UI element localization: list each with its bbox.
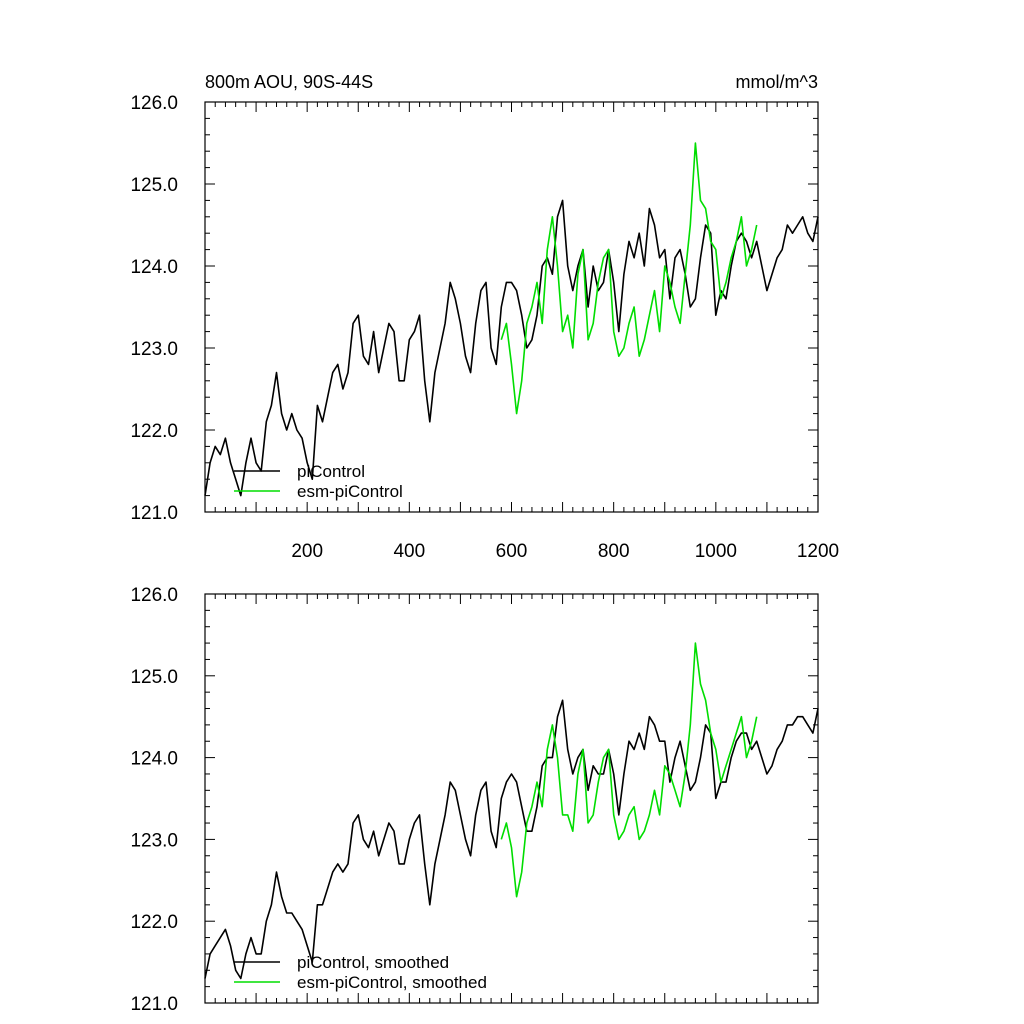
top-panel-y-tick-label: 121.0 bbox=[130, 503, 178, 524]
bottom-panel-series-picontrol-line bbox=[204, 699, 819, 980]
top-panel-units: mmol/m^3 bbox=[736, 72, 818, 92]
top-panel-x-tick-label: 1200 bbox=[797, 541, 839, 562]
bottom-panel-y-tick-label: 125.0 bbox=[130, 667, 178, 688]
top-panel-x-tick-label: 1000 bbox=[695, 541, 737, 562]
top-panel-frame bbox=[204, 101, 819, 513]
bottom-panel-series bbox=[204, 642, 819, 980]
bottom-panel-series-esm-picontrol-line bbox=[500, 642, 758, 898]
top-panel-title: 800m AOU, 90S-44S bbox=[205, 72, 373, 92]
bottom-panel-y-tick-label: 126.0 bbox=[130, 585, 178, 606]
top-panel-y-tick-label: 122.0 bbox=[130, 421, 178, 442]
bottom-panel-frame bbox=[204, 593, 819, 1004]
bottom-panel-y-tick-label: 121.0 bbox=[130, 994, 178, 1015]
bottom-panel-y-tick-label: 123.0 bbox=[130, 830, 178, 851]
top-panel-x-tick-label: 200 bbox=[291, 541, 323, 562]
bottom-panel-legend-label: piControl, smoothed bbox=[297, 953, 449, 972]
top-panel-y-tick-labels: 121.0 122.0 123.0 124.0 125.0 126.0 bbox=[130, 93, 178, 524]
top-panel-legend-label: esm-piControl bbox=[297, 482, 403, 501]
top-panel-ticks bbox=[205, 101, 819, 513]
top-panel-x-tick-label: 800 bbox=[598, 541, 630, 562]
top-panel-series-esm-picontrol-line bbox=[500, 142, 758, 415]
bottom-panel-y-tick-label: 124.0 bbox=[130, 749, 178, 770]
bottom-panel: 121.0 122.0 123.0 124.0 125.0 126.0 piControl… bbox=[130, 585, 819, 1015]
top-panel-y-tick-label: 125.0 bbox=[130, 175, 178, 196]
bottom-panel-ticks bbox=[205, 593, 819, 1004]
bottom-panel-y-tick-labels: 121.0 122.0 123.0 124.0 125.0 126.0 bbox=[130, 585, 178, 1015]
top-panel-series bbox=[204, 142, 819, 497]
top-panel-y-tick-label: 123.0 bbox=[130, 339, 178, 360]
top-panel: 800m AOU, 90S-44S mmol/m^3 121.0 122.0 123… bbox=[130, 72, 839, 562]
bottom-panel-legend-label: esm-piControl, smoothed bbox=[297, 973, 487, 992]
bottom-panel-y-tick-label: 122.0 bbox=[130, 912, 178, 933]
top-panel-x-tick-label: 600 bbox=[496, 541, 528, 562]
top-panel-x-tick-label: 400 bbox=[393, 541, 425, 562]
top-panel-series-picontrol-line bbox=[204, 199, 819, 497]
top-panel-x-tick-labels: 200 400 600 800 1000 1200 bbox=[291, 541, 839, 562]
top-panel-y-tick-label: 126.0 bbox=[130, 93, 178, 114]
top-panel-y-tick-label: 124.0 bbox=[130, 257, 178, 278]
top-panel-legend-label: piControl bbox=[297, 462, 365, 481]
